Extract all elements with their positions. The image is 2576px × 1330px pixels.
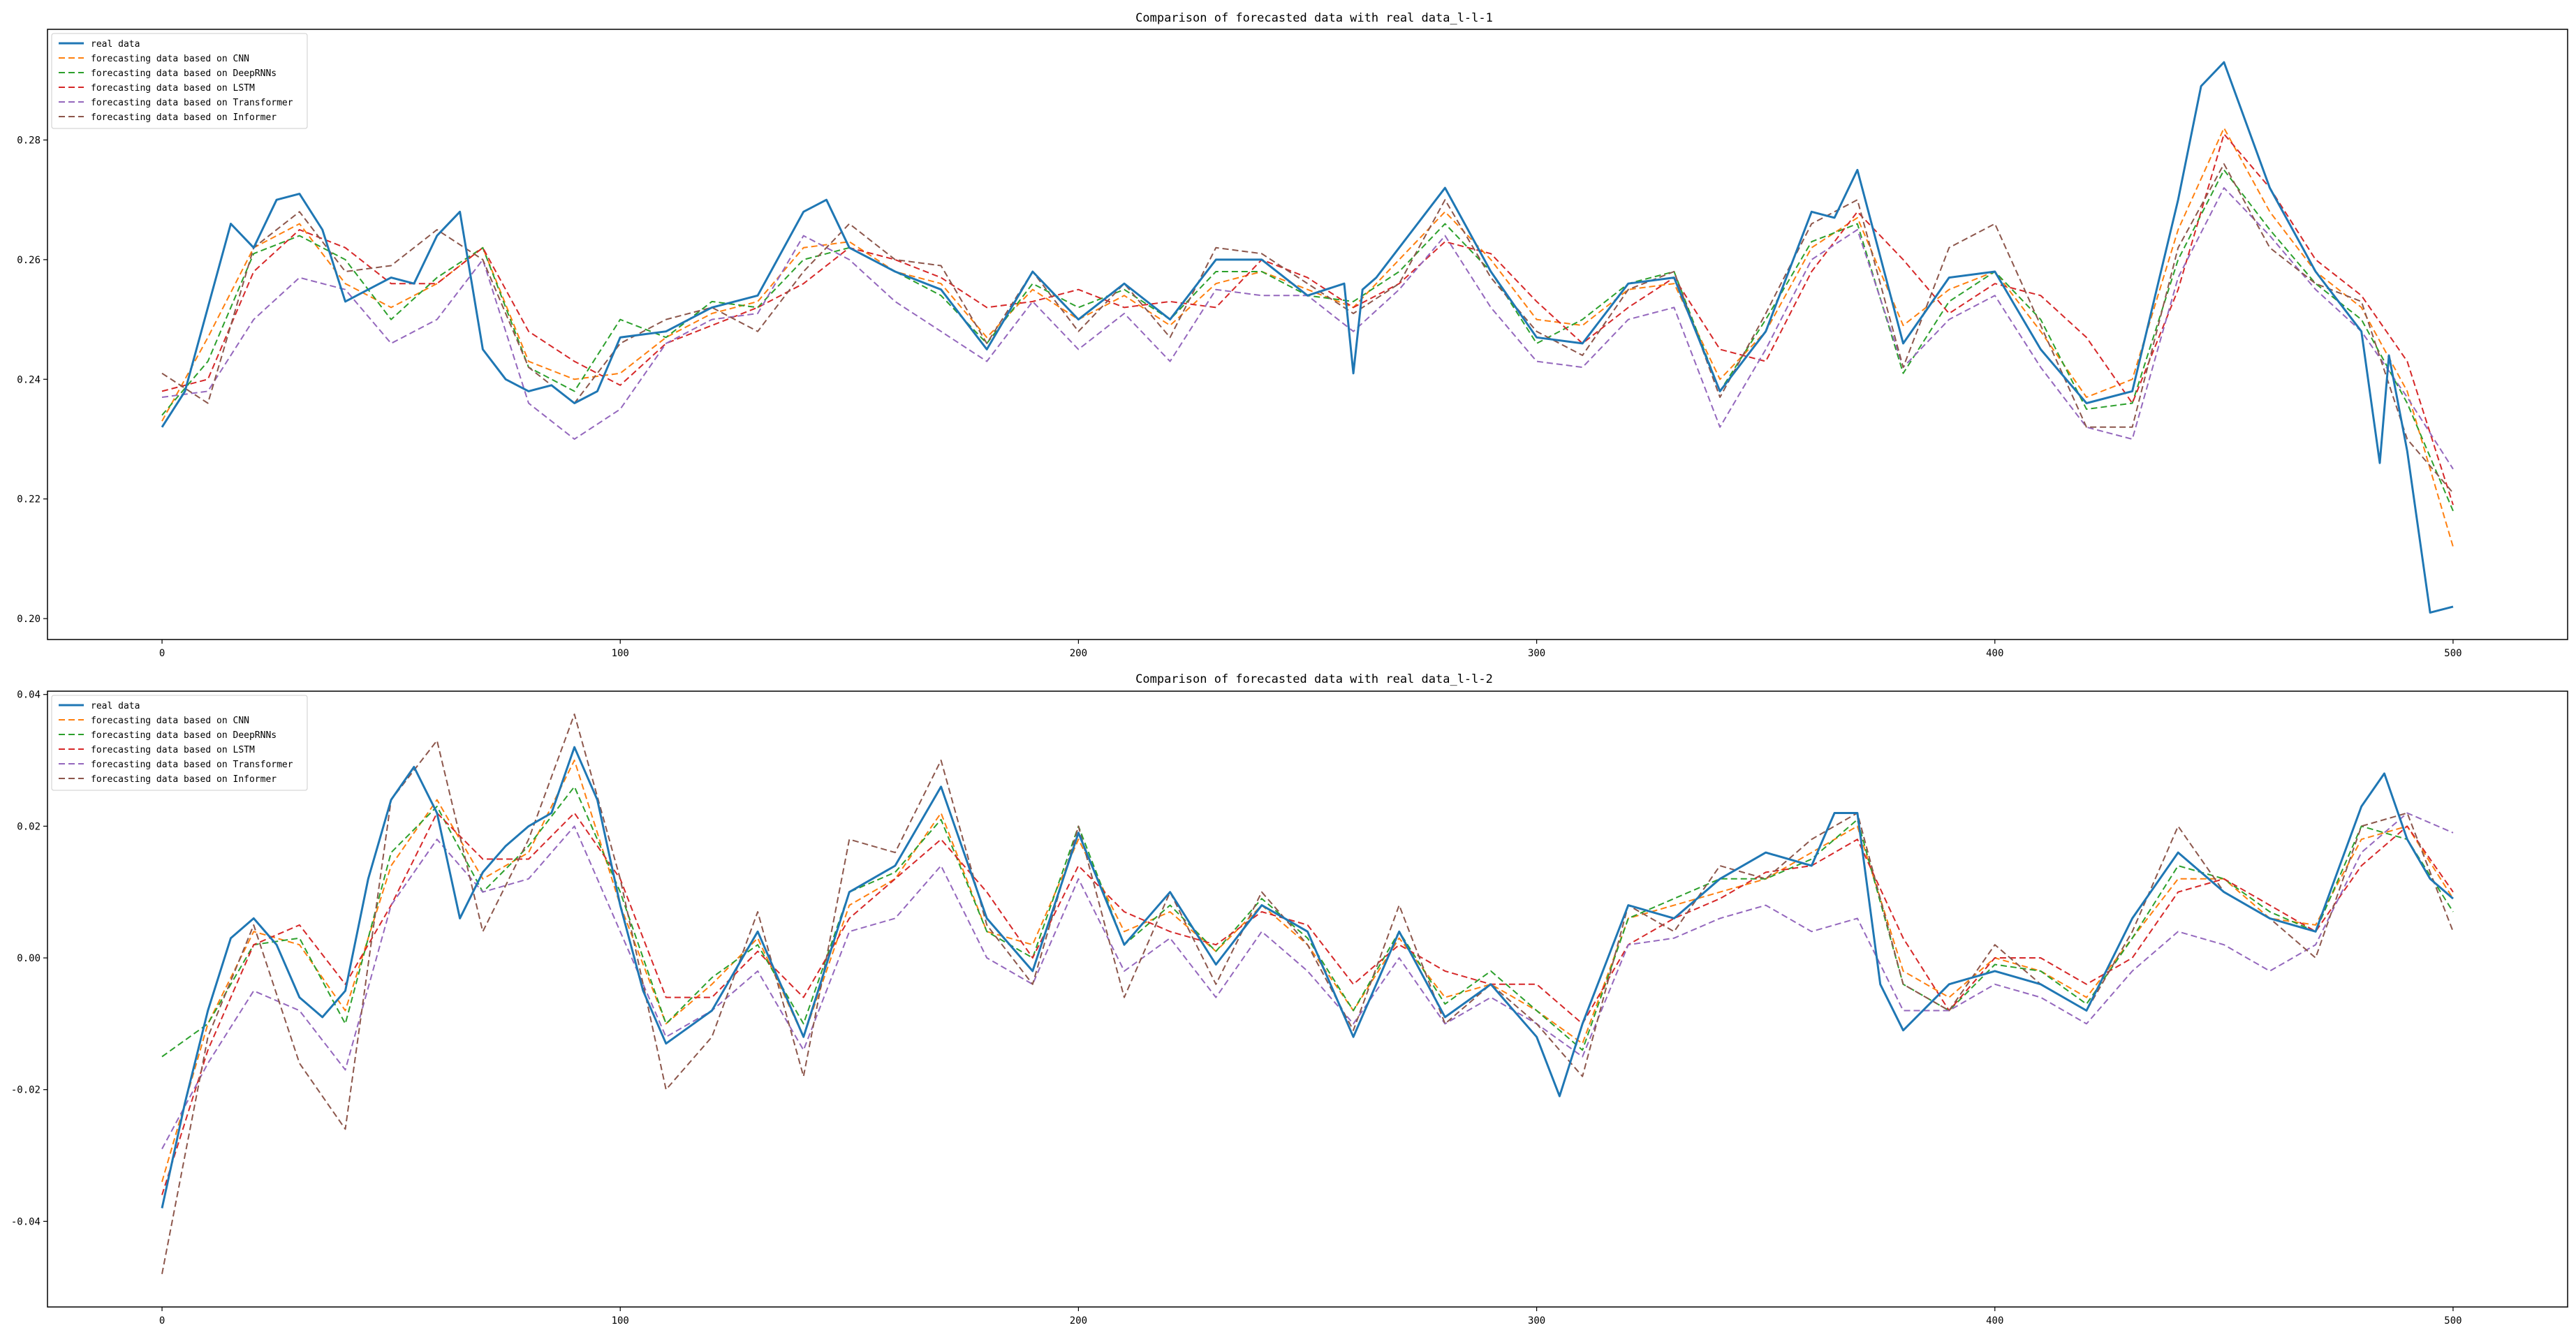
series-line-forecasting-data-based-on-deeprnns — [161, 785, 2454, 1058]
x-tick-label: 300 — [1528, 1315, 1545, 1327]
legend-label: forecasting data based on CNN — [91, 716, 249, 726]
y-tick-label: 0.26 — [17, 255, 41, 266]
legend: real data forecasting data based on CNN fo… — [51, 33, 308, 129]
series-line-real-data — [161, 746, 2454, 1209]
legend-frame — [51, 695, 308, 791]
legend-label: forecasting data based on Transformer — [91, 98, 293, 108]
legend-label: forecasting data based on Informer — [91, 112, 277, 123]
y-axis: 0.20 0.22 0.24 0.26 0.28 — [17, 135, 47, 625]
chart-top: Comparison of forecasted data with real … — [17, 11, 2568, 659]
series-line-forecasting-data-based-on-cnn — [161, 127, 2454, 547]
legend-label: real data — [91, 701, 140, 711]
y-tick-label: 0.24 — [17, 374, 41, 385]
x-tick-label: 0 — [159, 648, 165, 659]
series-line-forecasting-data-based-on-transformer — [161, 812, 2454, 1150]
series-line-forecasting-data-based-on-lstm — [161, 812, 2454, 1195]
series-line-forecasting-data-based-on-informer — [161, 163, 2454, 494]
axes-frame — [47, 29, 2568, 640]
y-tick-label: 0.22 — [17, 494, 41, 505]
x-tick-label: 400 — [1986, 1315, 2003, 1327]
legend-label: forecasting data based on CNN — [91, 54, 249, 64]
y-tick-label: 0.28 — [17, 135, 41, 147]
chart-title: Comparison of forecasted data with real … — [1135, 11, 1493, 25]
x-tick-label: 100 — [612, 648, 629, 659]
legend-label: forecasting data based on Transformer — [91, 760, 293, 770]
series-line-forecasting-data-based-on-lstm — [161, 133, 2454, 505]
plot-area — [161, 61, 2454, 614]
y-tick-label: 0.02 — [17, 821, 41, 832]
y-axis: -0.04 -0.02 0.00 0.02 0.04 — [11, 690, 47, 1227]
legend-frame — [51, 33, 308, 129]
x-tick-label: 500 — [2444, 648, 2461, 659]
legend-label: forecasting data based on Informer — [91, 774, 277, 785]
x-tick-label: 300 — [1528, 648, 1545, 659]
plot-area — [161, 714, 2454, 1274]
legend-label: forecasting data based on LSTM — [91, 83, 255, 94]
axes-frame — [47, 690, 2568, 1308]
series-line-real-data — [161, 61, 2454, 614]
series-line-forecasting-data-based-on-informer — [161, 714, 2454, 1274]
legend-label: forecasting data based on LSTM — [91, 745, 255, 755]
legend-label: real data — [91, 39, 140, 50]
x-tick-label: 200 — [1070, 648, 1087, 659]
y-tick-label: 0.20 — [17, 614, 41, 625]
y-tick-label: -0.04 — [11, 1216, 41, 1227]
y-tick-label: 0.04 — [17, 690, 41, 701]
legend-label: forecasting data based on DeepRNNs — [91, 730, 277, 741]
x-axis: 0 100 200 300 400 500 — [159, 640, 2462, 659]
legend: real data forecasting data based on CNN fo… — [51, 695, 308, 791]
y-tick-label: -0.02 — [11, 1085, 41, 1096]
x-tick-label: 0 — [159, 1315, 165, 1327]
legend-label: forecasting data based on DeepRNNs — [91, 68, 277, 79]
x-tick-label: 400 — [1986, 648, 2003, 659]
x-tick-label: 500 — [2444, 1315, 2461, 1327]
chart-title: Comparison of forecasted data with real … — [1135, 672, 1493, 686]
x-tick-label: 100 — [612, 1315, 629, 1327]
x-tick-label: 200 — [1070, 1315, 1087, 1327]
chart-bottom: Comparison of forecasted data with real … — [11, 672, 2568, 1327]
y-tick-label: 0.00 — [17, 953, 41, 964]
x-axis: 0 100 200 300 400 500 — [159, 1307, 2462, 1327]
